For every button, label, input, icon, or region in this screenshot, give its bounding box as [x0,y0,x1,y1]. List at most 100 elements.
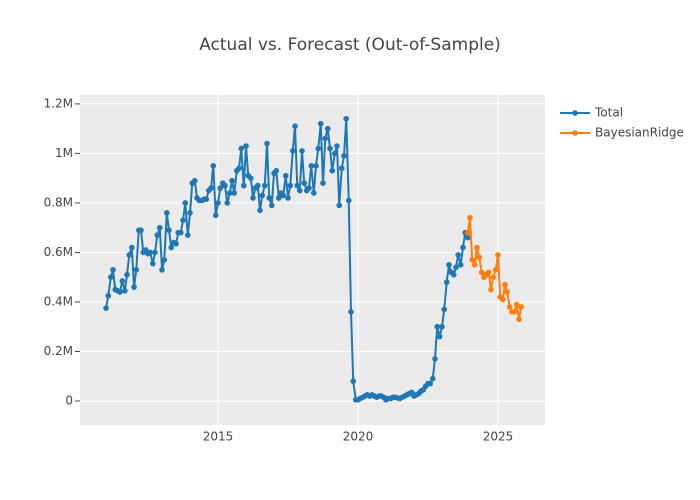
data-point [287,182,294,189]
data-point [474,244,480,251]
data-point [446,262,452,268]
data-point [294,182,301,189]
data-point [299,148,305,154]
y-tick-label: 0.8M [44,195,73,209]
data-point [180,217,186,224]
x-tick-label: 2020 [343,430,374,444]
data-point [457,262,464,268]
legend-label: Total [594,106,623,120]
data-point [453,264,459,271]
legend-label: BayesianRidge [595,126,684,140]
data-point [156,224,163,231]
data-point [488,286,494,293]
data-point [350,378,357,384]
data-point [107,274,114,281]
data-point [320,180,326,186]
data-point [285,195,291,201]
data-point [266,195,273,201]
data-point [254,182,261,189]
data-point [464,234,471,241]
chart-title: Actual vs. Forecast (Out-of-Sample) [199,35,501,55]
data-point [126,252,133,258]
y-tick-label: 0.4M [44,294,73,308]
y-tick-label: 0.6M [44,245,73,259]
data-point [455,252,462,258]
data-point [231,190,238,196]
data-point [247,175,254,181]
data-point [432,356,438,362]
data-point [203,196,210,203]
data-point [327,145,333,152]
data-point [161,257,168,263]
data-point [154,232,161,238]
data-point [329,167,336,174]
data-point [469,257,476,263]
data-point [191,177,198,184]
data-point [434,323,441,330]
y-tick-label: 1M [55,146,73,160]
data-point [257,207,263,214]
data-point [324,125,331,132]
data-point [338,165,345,172]
plot-area [80,95,545,425]
data-point [490,274,497,281]
data-point [238,145,245,152]
data-point [429,375,436,382]
data-point [168,244,175,251]
data-point [341,153,347,159]
data-point [441,306,448,313]
data-point [464,229,471,236]
data-point [334,143,340,149]
data-point [117,289,123,295]
data-point [296,187,303,194]
data-point [460,244,466,251]
data-point [317,120,324,127]
data-point [212,212,219,219]
data-point [322,135,329,142]
data-point [511,309,518,315]
data-point [476,254,483,261]
data-point [226,190,233,196]
data-point [105,292,112,299]
legend-marker [572,130,578,136]
data-point [243,143,249,149]
data-point [152,249,158,256]
data-point [301,180,308,186]
data-point [313,163,319,169]
data-point [336,202,343,209]
y-tick-label: 0 [65,393,73,407]
data-point [478,269,485,276]
data-point [147,249,154,256]
data-point [492,266,499,273]
data-point [250,195,256,201]
data-point [119,278,126,284]
data-point [261,182,268,189]
data-point [506,304,513,310]
data-point [348,309,354,315]
data-point [275,195,282,201]
data-point [268,202,275,209]
data-point [177,229,184,236]
data-point [427,380,434,387]
data-point [138,227,144,233]
data-point [124,271,130,278]
y-tick-label: 0.2M [44,344,73,358]
data-point [173,240,179,247]
data-point [121,288,128,294]
data-point [315,145,322,152]
y-tick-label: 1.2M [44,96,73,110]
data-point [215,200,221,206]
data-point [292,123,298,129]
x-tick-label: 2015 [203,430,234,444]
data-point [110,266,116,273]
data-point [310,190,317,196]
data-point [343,115,350,122]
data-point [217,185,224,191]
data-point [229,177,235,184]
data-point [513,301,520,308]
legend-marker [572,110,578,116]
data-point [273,167,280,174]
data-point [264,140,270,147]
x-tick-label: 2025 [483,430,514,444]
